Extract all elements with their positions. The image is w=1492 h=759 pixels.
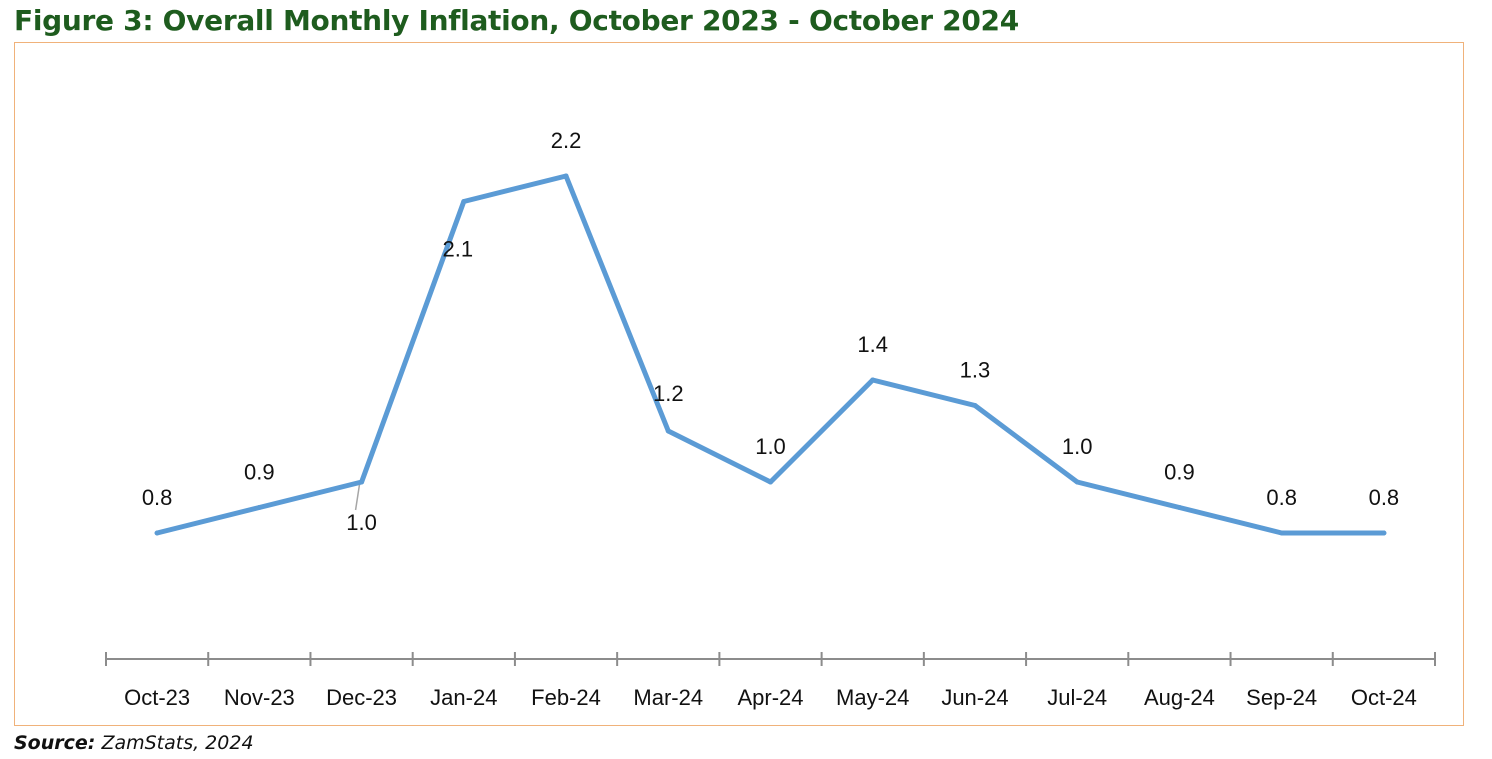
x-tick-label-apr-24: Apr-24: [737, 685, 803, 710]
data-point-jul-24: [1074, 479, 1080, 485]
x-tick-label-sep-24: Sep-24: [1246, 685, 1317, 710]
data-point-oct-24: [1381, 530, 1387, 536]
label-leader-line: [354, 483, 361, 511]
data-label-oct-23: 0.8: [142, 485, 173, 510]
series-line-layer: [154, 173, 1387, 536]
x-tick-label-dec-23: Dec-23: [326, 685, 397, 710]
data-label-layer: 0.8 0.9 1.0 2.1 2.2 1.2 1.0 1.4 1.3 1.0 0.9 0.8 0.8: [142, 128, 1399, 535]
x-tick-label-oct-23: Oct-23: [124, 685, 190, 710]
data-point-nov-23: [256, 505, 262, 510]
chart-frame: 0.8 0.9 1.0 2.1 2.2 1.2 1.0 1.4 1.3 1.0 0.9 0.8 0.8 …: [14, 42, 1464, 726]
data-point-may-24: [870, 377, 876, 383]
data-point-dec-23: [359, 479, 365, 485]
x-tick-label-aug-24: Aug-24: [1144, 685, 1215, 710]
data-point-aug-24: [1176, 505, 1182, 510]
data-label-sep-24: 0.8: [1266, 485, 1297, 510]
data-label-apr-24: 1.0: [755, 434, 786, 459]
x-tick-label-nov-23: Nov-23: [224, 685, 295, 710]
x-tick-label-jun-24: Jun-24: [941, 685, 1008, 710]
data-label-dec-23: 1.0: [346, 510, 377, 535]
data-point-oct-23: [154, 530, 160, 536]
source-note: Source: ZamStats, 2024: [14, 732, 254, 754]
data-label-oct-24: 0.8: [1369, 485, 1400, 510]
series-line: [154, 173, 1387, 536]
data-point-jan-24: [461, 199, 467, 204]
data-label-mar-24: 1.2: [653, 381, 684, 406]
data-point-apr-24: [768, 479, 773, 485]
data-label-may-24: 1.4: [857, 332, 888, 357]
x-axis: [105, 652, 1436, 666]
tick-label-layer: Oct-23 Nov-23 Dec-23 Jan-24 Feb-24 Mar-24 Apr-…: [124, 685, 1417, 710]
source-text: ZamStats, 2024: [101, 732, 254, 754]
x-tick-label-feb-24: Feb-24: [531, 685, 601, 710]
source-label: Source:: [14, 732, 96, 754]
figure-title: Figure 3: Overall Monthly Inflation, Oct…: [14, 4, 1019, 37]
data-label-feb-24: 2.2: [551, 128, 582, 153]
x-tick-label-jul-24: Jul-24: [1047, 685, 1107, 710]
data-point-jun-24: [972, 403, 978, 408]
data-label-nov-23: 0.9: [244, 460, 275, 485]
x-tick-label-jan-24: Jan-24: [430, 685, 497, 710]
data-label-jan-24: 2.1: [443, 237, 474, 262]
data-label-jun-24: 1.3: [960, 358, 991, 383]
x-tick-label-oct-24: Oct-24: [1351, 685, 1417, 710]
data-label-aug-24: 0.9: [1164, 460, 1195, 485]
x-tick-label-may-24: May-24: [836, 685, 909, 710]
data-point-feb-24: [563, 173, 569, 179]
data-point-sep-24: [1279, 530, 1285, 536]
data-label-jul-24: 1.0: [1062, 434, 1093, 459]
data-point-mar-24: [665, 428, 671, 434]
line-chart: 0.8 0.9 1.0 2.1 2.2 1.2 1.0 1.4 1.3 1.0 0.9 0.8 0.8 …: [105, 128, 1436, 710]
x-tick-label-mar-24: Mar-24: [633, 685, 703, 710]
